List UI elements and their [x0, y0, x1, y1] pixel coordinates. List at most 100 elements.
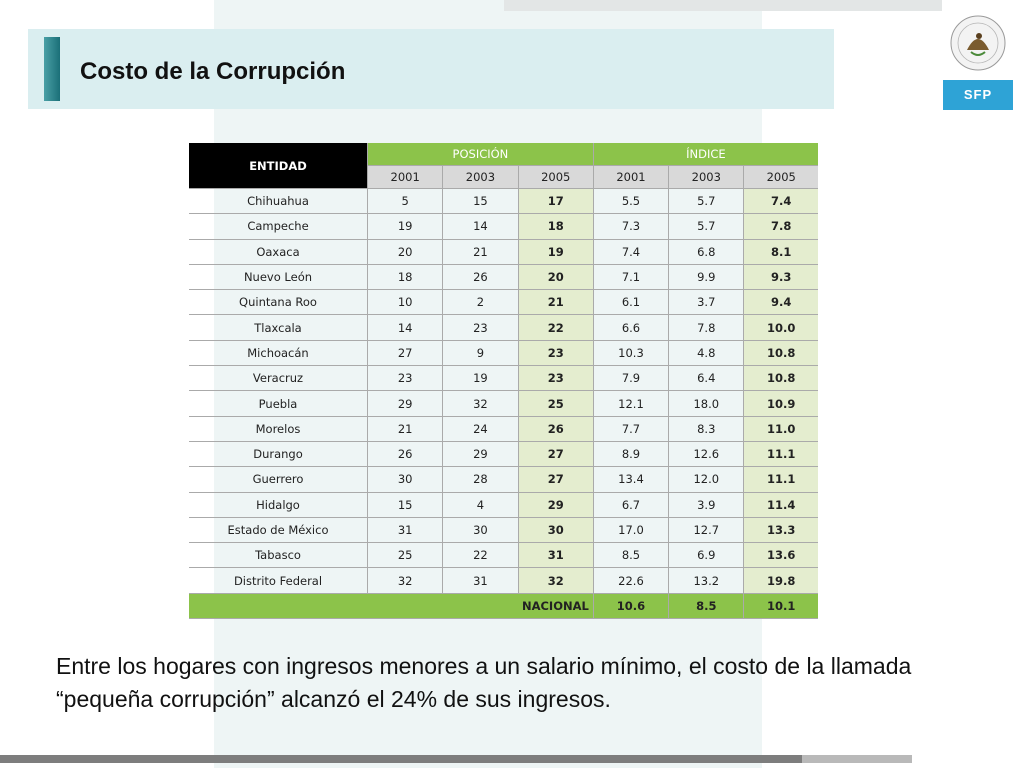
indice-cell: 7.7: [592, 416, 669, 442]
posicion-cell: 30: [442, 517, 519, 544]
posicion-cell: 32: [442, 390, 519, 417]
table-row: Estado de México 31 30 30 17.0 12.7 13.3: [189, 517, 818, 544]
posicion-cell: 21: [442, 239, 519, 265]
title-band: [28, 29, 834, 109]
indice-cell: 13.2: [668, 567, 744, 594]
posicion-cell: 31: [442, 567, 519, 594]
posicion-cell: 28: [442, 466, 519, 493]
entidad-cell: Michoacán: [189, 340, 368, 367]
posicion-cell: 31: [517, 542, 594, 569]
entidad-cell: Nuevo León: [189, 264, 368, 291]
posicion-cell: 18: [366, 264, 443, 291]
posicion-cell: 24: [442, 416, 519, 442]
posicion-cell: 14: [366, 314, 443, 341]
year-header: 2005: [517, 165, 594, 189]
table-row: Tabasco 25 22 31 8.5 6.9 13.6: [189, 542, 818, 569]
indice-cell: 6.8: [668, 239, 744, 265]
footer-text: Entre los hogares con ingresos menores a…: [56, 653, 912, 712]
posicion-cell: 29: [442, 441, 519, 468]
table-row: Guerrero 30 28 27 13.4 12.0 11.1: [189, 466, 818, 493]
indice-cell: 8.5: [592, 542, 669, 569]
posicion-cell: 27: [366, 340, 443, 367]
indice-cell: 7.4: [743, 188, 818, 215]
posicion-cell: 29: [366, 390, 443, 417]
posicion-cell: 10: [366, 289, 443, 316]
indice-cell: 9.9: [668, 264, 744, 291]
indice-cell: 19.8: [743, 567, 818, 594]
year-header: 2003: [442, 165, 519, 189]
sfp-badge: SFP: [943, 80, 1013, 110]
indice-cell: 3.9: [668, 492, 744, 518]
table-row: Chihuahua 5 15 17 5.5 5.7 7.4: [189, 188, 818, 215]
indice-cell: 10.8: [743, 340, 818, 367]
indice-cell: 10.9: [743, 390, 818, 417]
posicion-cell: 19: [517, 239, 594, 265]
posicion-cell: 17: [517, 188, 594, 215]
entidad-cell: Quintana Roo: [189, 289, 368, 316]
posicion-cell: 22: [517, 314, 594, 341]
table-row: Morelos 21 24 26 7.7 8.3 11.0: [189, 416, 818, 442]
table-row: Durango 26 29 27 8.9 12.6 11.1: [189, 441, 818, 468]
indice-cell: 7.3: [592, 213, 669, 240]
indice-cell: 6.4: [668, 365, 744, 392]
indice-cell: 7.1: [592, 264, 669, 291]
posicion-cell: 27: [517, 441, 594, 468]
indice-cell: 7.4: [592, 239, 669, 265]
nacional-label: NACIONAL: [189, 593, 594, 620]
entidad-cell: Hidalgo: [189, 492, 368, 518]
posicion-cell: 26: [517, 416, 594, 442]
posicion-cell: 23: [366, 365, 443, 392]
nacional-row: NACIONAL 10.6 8.5 10.1: [189, 593, 818, 620]
posicion-cell: 21: [366, 416, 443, 442]
nacional-indice-cell: 10.6: [592, 593, 669, 620]
year-header: 2001: [592, 165, 669, 189]
posicion-cell: 18: [517, 213, 594, 240]
posicion-cell: 2: [442, 289, 519, 316]
indice-cell: 13.4: [592, 466, 669, 493]
indice-cell: 7.8: [668, 314, 744, 341]
bottom-decor-bar: [0, 755, 802, 763]
indice-cell: 11.1: [743, 441, 818, 468]
slide-title: Costo de la Corrupción: [80, 58, 346, 85]
title-accent-bar: [44, 37, 60, 101]
indice-cell: 7.8: [743, 213, 818, 240]
sfp-logo: SFP: [943, 10, 1013, 110]
posicion-cell: 30: [366, 466, 443, 493]
posicion-cell: 23: [517, 340, 594, 367]
entidad-cell: Morelos: [189, 416, 368, 442]
posicion-cell: 14: [442, 213, 519, 240]
posicion-cell: 22: [442, 542, 519, 569]
posicion-cell: 4: [442, 492, 519, 518]
posicion-cell: 25: [366, 542, 443, 569]
national-seal-icon: [950, 15, 1006, 71]
header-posicion: POSICIÓN: [367, 143, 594, 166]
table-row: Tlaxcala 14 23 22 6.6 7.8 10.0: [189, 314, 818, 341]
posicion-cell: 15: [366, 492, 443, 518]
indice-cell: 8.1: [743, 239, 818, 265]
table-row: Oaxaca 20 21 19 7.4 6.8 8.1: [189, 239, 818, 265]
indice-cell: 12.7: [668, 517, 744, 544]
table-row: Nuevo León 18 26 20 7.1 9.9 9.3: [189, 264, 818, 291]
posicion-cell: 31: [366, 517, 443, 544]
entidad-cell: Tabasco: [189, 542, 368, 569]
bottom-decor-bar-light: [802, 755, 912, 763]
posicion-cell: 9: [442, 340, 519, 367]
posicion-cell: 5: [366, 188, 443, 215]
nacional-indice-cell: 8.5: [668, 593, 744, 620]
indice-cell: 8.9: [592, 441, 669, 468]
posicion-cell: 29: [517, 492, 594, 518]
indice-cell: 5.5: [592, 188, 669, 215]
posicion-cell: 27: [517, 466, 594, 493]
indice-cell: 7.9: [592, 365, 669, 392]
posicion-cell: 26: [366, 441, 443, 468]
indice-cell: 4.8: [668, 340, 744, 367]
posicion-cell: 21: [517, 289, 594, 316]
indice-cell: 10.0: [743, 314, 818, 341]
posicion-cell: 19: [442, 365, 519, 392]
table-row: Quintana Roo 10 2 21 6.1 3.7 9.4: [189, 289, 818, 316]
posicion-cell: 15: [442, 188, 519, 215]
year-header: 2001: [366, 165, 443, 189]
header-entidad: ENTIDAD: [189, 143, 368, 189]
posicion-cell: 20: [366, 239, 443, 265]
indice-cell: 8.3: [668, 416, 744, 442]
